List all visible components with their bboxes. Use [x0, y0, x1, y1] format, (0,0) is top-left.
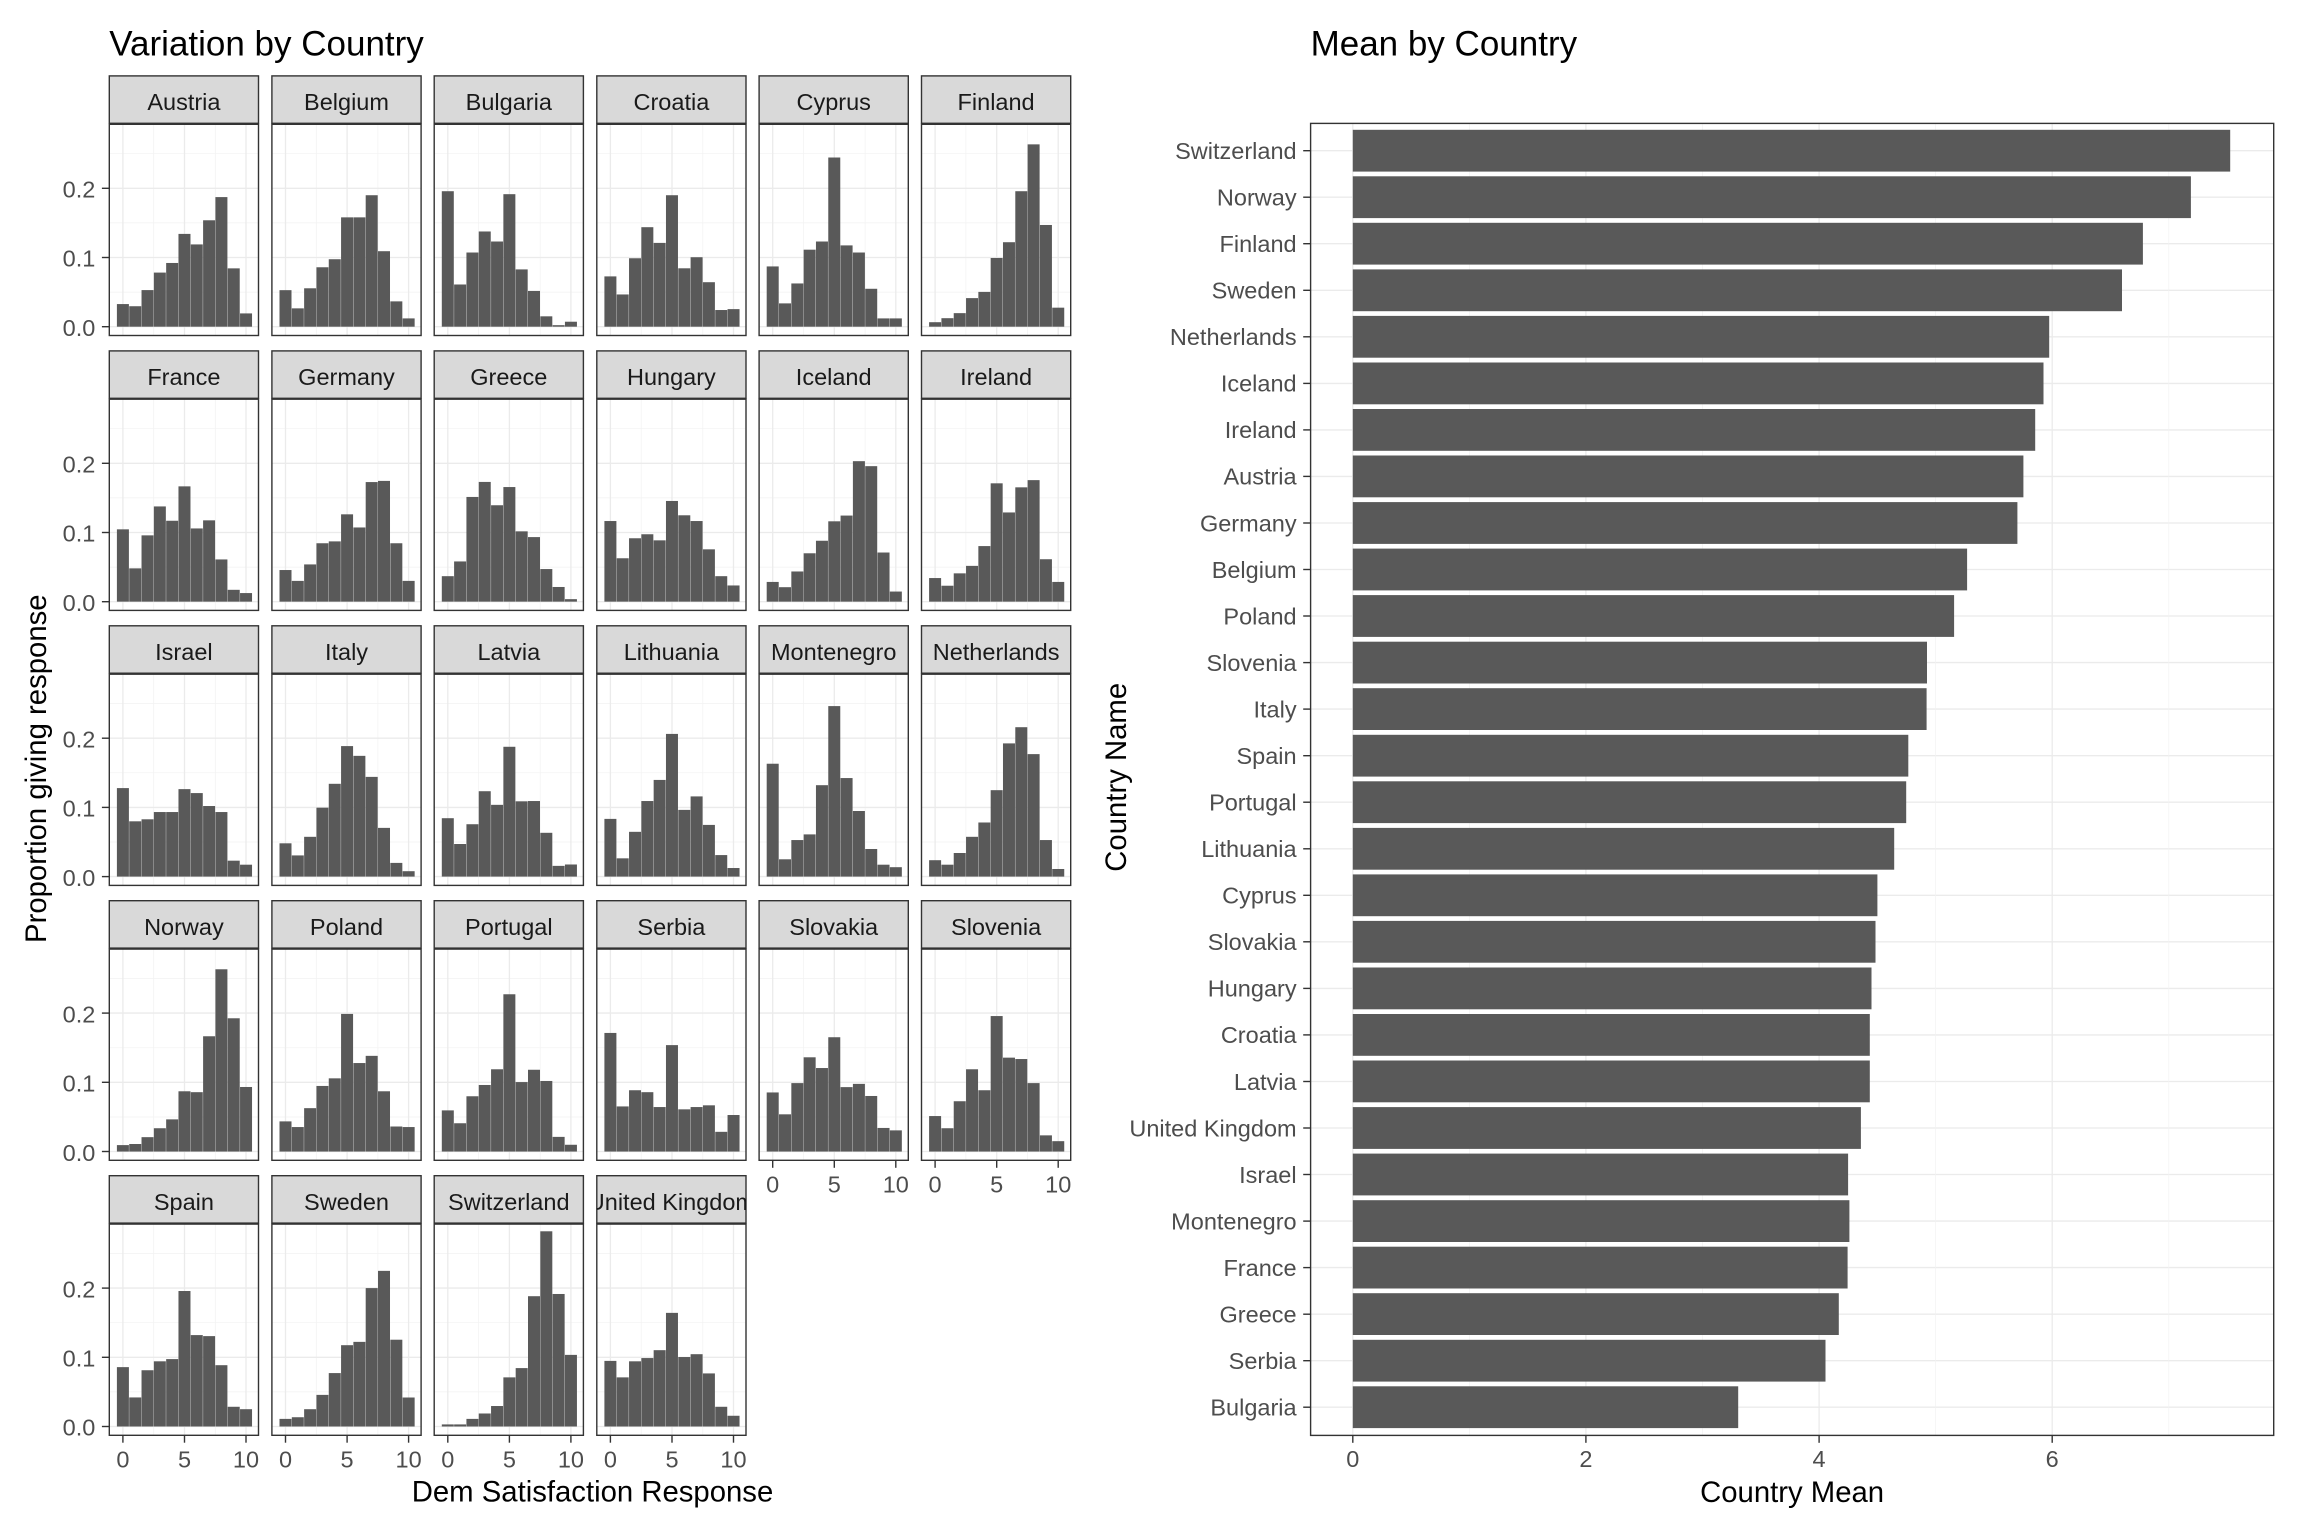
svg-text:Greece: Greece [1220, 1302, 1297, 1328]
svg-text:Latvia: Latvia [477, 639, 541, 665]
svg-text:Slovakia: Slovakia [1208, 929, 1298, 955]
svg-text:Iceland: Iceland [796, 364, 872, 390]
svg-text:0.2: 0.2 [63, 726, 96, 752]
svg-text:Mean by Country: Mean by Country [1311, 24, 1578, 63]
svg-text:Italy: Italy [1253, 696, 1296, 722]
svg-text:Country Name: Country Name [1100, 683, 1133, 872]
svg-text:10: 10 [883, 1171, 909, 1197]
svg-text:10: 10 [1045, 1171, 1071, 1197]
svg-text:Israel: Israel [1239, 1162, 1296, 1188]
svg-text:Montenegro: Montenegro [771, 639, 896, 665]
svg-text:0.2: 0.2 [63, 177, 96, 203]
svg-text:0: 0 [929, 1171, 942, 1197]
svg-text:0.1: 0.1 [63, 796, 96, 822]
svg-text:United Kingdom: United Kingdom [588, 1189, 755, 1215]
svg-text:Cyprus: Cyprus [1222, 883, 1296, 909]
svg-text:0: 0 [766, 1171, 779, 1197]
svg-text:Belgium: Belgium [1212, 557, 1297, 583]
svg-text:10: 10 [233, 1446, 259, 1472]
svg-text:6: 6 [2046, 1446, 2059, 1472]
svg-text:Croatia: Croatia [634, 89, 711, 115]
svg-text:United Kingdom: United Kingdom [1129, 1115, 1296, 1141]
svg-text:Country Mean: Country Mean [1700, 1476, 1884, 1509]
svg-text:Israel: Israel [155, 639, 212, 665]
svg-text:10: 10 [720, 1446, 746, 1472]
svg-text:Austria: Austria [1223, 464, 1297, 490]
svg-text:Italy: Italy [325, 639, 368, 665]
svg-text:0: 0 [1346, 1446, 1359, 1472]
svg-text:Poland: Poland [1223, 603, 1296, 629]
svg-text:Germany: Germany [1200, 510, 1297, 536]
svg-text:Bulgaria: Bulgaria [466, 89, 553, 115]
svg-text:Sweden: Sweden [1212, 278, 1297, 304]
svg-text:0.1: 0.1 [63, 521, 96, 547]
svg-text:Poland: Poland [310, 914, 383, 940]
svg-text:0: 0 [604, 1446, 617, 1472]
svg-text:Variation by Country: Variation by Country [109, 24, 424, 63]
svg-text:Serbia: Serbia [637, 914, 706, 940]
svg-text:4: 4 [1813, 1446, 1826, 1472]
svg-text:5: 5 [178, 1446, 191, 1472]
svg-text:0.1: 0.1 [63, 1346, 96, 1372]
svg-text:0: 0 [441, 1446, 454, 1472]
svg-text:2: 2 [1579, 1446, 1592, 1472]
svg-text:Portugal: Portugal [465, 914, 553, 940]
svg-text:Ireland: Ireland [1225, 417, 1297, 443]
svg-text:Sweden: Sweden [304, 1189, 389, 1215]
svg-text:Norway: Norway [144, 914, 224, 940]
svg-text:Bulgaria: Bulgaria [1210, 1395, 1297, 1421]
svg-text:5: 5 [503, 1446, 516, 1472]
svg-text:France: France [1223, 1255, 1296, 1281]
svg-text:0.2: 0.2 [63, 1001, 96, 1027]
svg-text:Lithuania: Lithuania [1201, 836, 1297, 862]
svg-text:France: France [147, 364, 220, 390]
svg-text:Spain: Spain [1236, 743, 1296, 769]
svg-text:Netherlands: Netherlands [1170, 324, 1297, 350]
svg-text:Germany: Germany [298, 364, 395, 390]
svg-text:5: 5 [828, 1171, 841, 1197]
svg-text:Serbia: Serbia [1229, 1348, 1298, 1374]
svg-text:0.0: 0.0 [63, 590, 96, 616]
svg-text:Switzerland: Switzerland [448, 1189, 569, 1215]
svg-text:0.0: 0.0 [63, 1140, 96, 1166]
svg-text:Greece: Greece [470, 364, 547, 390]
svg-text:0.2: 0.2 [63, 452, 96, 478]
svg-text:Iceland: Iceland [1221, 371, 1297, 397]
svg-text:Lithuania: Lithuania [624, 639, 720, 665]
svg-text:Slovenia: Slovenia [951, 914, 1042, 940]
svg-text:Slovakia: Slovakia [789, 914, 879, 940]
svg-text:Ireland: Ireland [960, 364, 1032, 390]
svg-text:Finland: Finland [958, 89, 1035, 115]
svg-text:Proportion giving response: Proportion giving response [20, 594, 53, 943]
svg-text:0.0: 0.0 [63, 315, 96, 341]
svg-text:Finland: Finland [1220, 231, 1297, 257]
svg-text:10: 10 [396, 1446, 422, 1472]
svg-text:0: 0 [279, 1446, 292, 1472]
svg-text:0.0: 0.0 [63, 865, 96, 891]
svg-text:Croatia: Croatia [1221, 1022, 1298, 1048]
svg-text:Norway: Norway [1217, 185, 1297, 211]
svg-text:Netherlands: Netherlands [933, 639, 1060, 665]
svg-text:5: 5 [665, 1446, 678, 1472]
svg-text:Cyprus: Cyprus [796, 89, 870, 115]
svg-text:Hungary: Hungary [1208, 976, 1297, 1002]
svg-text:10: 10 [558, 1446, 584, 1472]
svg-text:Austria: Austria [147, 89, 221, 115]
svg-text:0: 0 [116, 1446, 129, 1472]
svg-text:0.1: 0.1 [63, 246, 96, 272]
svg-text:Dem Satisfaction Response: Dem Satisfaction Response [412, 1475, 774, 1508]
svg-text:0.2: 0.2 [63, 1276, 96, 1302]
svg-text:Hungary: Hungary [627, 364, 716, 390]
svg-text:0.0: 0.0 [63, 1415, 96, 1441]
svg-text:0.1: 0.1 [63, 1071, 96, 1097]
svg-text:Slovenia: Slovenia [1206, 650, 1297, 676]
svg-text:Switzerland: Switzerland [1175, 138, 1296, 164]
svg-text:Portugal: Portugal [1209, 790, 1297, 816]
svg-text:Spain: Spain [154, 1189, 214, 1215]
svg-text:5: 5 [341, 1446, 354, 1472]
svg-text:Belgium: Belgium [304, 89, 389, 115]
svg-text:5: 5 [990, 1171, 1003, 1197]
svg-text:Latvia: Latvia [1234, 1069, 1298, 1095]
svg-text:Montenegro: Montenegro [1171, 1208, 1296, 1234]
